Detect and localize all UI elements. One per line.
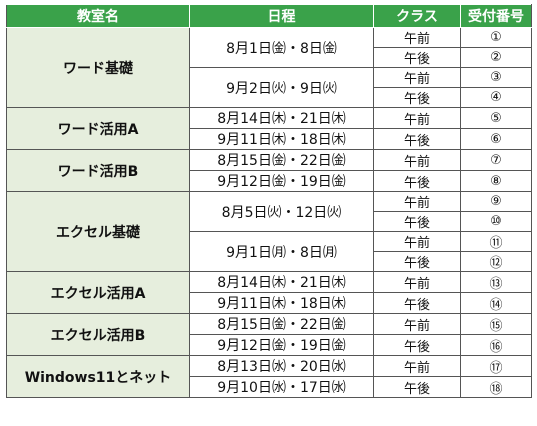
table-row: Windows11とネット 8月13日㈬・20日㈬ 午前 ⑰: [6, 355, 532, 398]
reception-number: ④: [460, 87, 532, 108]
class-period: 午前: [373, 231, 461, 252]
class-period: 午前: [373, 67, 461, 88]
table-row: ワード活用B 8月15日㈮・22日㈮ 午前 ⑦: [6, 149, 532, 192]
class-period: 午後: [373, 376, 461, 398]
classroom-name: ワード活用B: [6, 149, 190, 192]
table-row: エクセル基礎 8月5日㈫・12日㈫ 午前 ⑨: [6, 191, 532, 272]
header-schedule: 日程: [189, 4, 374, 28]
header-row: 教室名 日程 クラス 受付番号: [6, 4, 532, 28]
header-classroom: 教室名: [6, 4, 190, 28]
reception-number: ⑬: [460, 271, 532, 293]
reception-number: ⑭: [460, 292, 532, 314]
reception-number: ⑥: [460, 128, 532, 150]
table-row: エクセル活用A 8月14日㈭・21日㈭ 午前 ⑬: [6, 271, 532, 314]
reception-number: ⑩: [460, 211, 532, 232]
schedule-dates: 9月12日㈮・19日㈮: [189, 170, 374, 192]
reception-number: ⑪: [460, 231, 532, 252]
schedule-dates: 8月1日㈮・8日㈮: [189, 27, 374, 68]
reception-number: ⑫: [460, 251, 532, 272]
schedule-dates: 8月14日㈭・21日㈭: [189, 271, 374, 293]
reception-number: ⑰: [460, 355, 532, 377]
class-period: 午後: [373, 334, 461, 356]
classroom-name: Windows11とネット: [6, 355, 190, 398]
reception-number: ⑮: [460, 313, 532, 335]
header-class: クラス: [373, 4, 461, 28]
reception-number: ⑨: [460, 191, 532, 212]
class-period: 午前: [373, 313, 461, 335]
class-period: 午後: [373, 211, 461, 232]
classroom-name: エクセル活用B: [6, 313, 190, 356]
class-period: 午前: [373, 27, 461, 48]
schedule-dates: 9月10日㈬・17日㈬: [189, 376, 374, 398]
reception-number: ⑦: [460, 149, 532, 171]
reception-number: ③: [460, 67, 532, 88]
schedule-dates: 9月11日㈭・18日㈭: [189, 292, 374, 314]
class-period: 午前: [373, 149, 461, 171]
reception-number: ⑧: [460, 170, 532, 192]
table-row: 9月10日㈬・17日㈬ 午後 ⑱: [7, 376, 532, 398]
class-period: 午後: [373, 251, 461, 272]
schedule-dates: 8月15日㈮・22日㈮: [189, 149, 374, 171]
schedule-table: 教室名 日程 クラス 受付番号 ワード基礎 8月1日㈮・8日㈮ 午前 ① 午後 ② 9月2日…: [6, 4, 532, 398]
reception-number: ⑯: [460, 334, 532, 356]
class-period: 午前: [373, 107, 461, 129]
reception-number: ⑱: [460, 376, 532, 398]
class-period: 午前: [373, 191, 461, 212]
header-number: 受付番号: [460, 4, 532, 28]
table-row: 9月12日㈮・19日㈮ 午後 ⑧: [7, 170, 532, 192]
reception-number: ⑤: [460, 107, 532, 129]
classroom-name: エクセル基礎: [6, 191, 190, 272]
class-period: 午後: [373, 87, 461, 108]
class-period: 午後: [373, 170, 461, 192]
table-row: エクセル活用B 8月15日㈮・22日㈮ 午前 ⑮: [6, 313, 532, 356]
classroom-name: ワード基礎: [6, 27, 190, 108]
classroom-name: エクセル活用A: [6, 271, 190, 314]
class-period: 午前: [373, 271, 461, 293]
table-row: 9月11日㈭・18日㈭ 午後 ⑥: [7, 128, 532, 150]
class-period: 午前: [373, 355, 461, 377]
class-period: 午後: [373, 47, 461, 68]
schedule-dates: 9月2日㈫・9日㈫: [189, 67, 374, 108]
table-row: 9月2日㈫・9日㈫ 午前 ③: [7, 67, 532, 108]
schedule-dates: 9月12日㈮・19日㈮: [189, 334, 374, 356]
table-row: ワード基礎 8月1日㈮・8日㈮ 午前 ①: [6, 27, 532, 108]
schedule-dates: 8月14日㈭・21日㈭: [189, 107, 374, 129]
reception-number: ①: [460, 27, 532, 48]
schedule-dates: 8月13日㈬・20日㈬: [189, 355, 374, 377]
class-period: 午後: [373, 292, 461, 314]
schedule-dates: 9月1日㈪・8日㈪: [189, 231, 374, 272]
table-row: ワード活用A 8月14日㈭・21日㈭ 午前 ⑤: [6, 107, 532, 150]
class-period: 午後: [373, 128, 461, 150]
schedule-dates: 8月15日㈮・22日㈮: [189, 313, 374, 335]
classroom-name: ワード活用A: [6, 107, 190, 150]
schedule-dates: 9月11日㈭・18日㈭: [189, 128, 374, 150]
reception-number: ②: [460, 47, 532, 68]
schedule-dates: 8月5日㈫・12日㈫: [189, 191, 374, 232]
